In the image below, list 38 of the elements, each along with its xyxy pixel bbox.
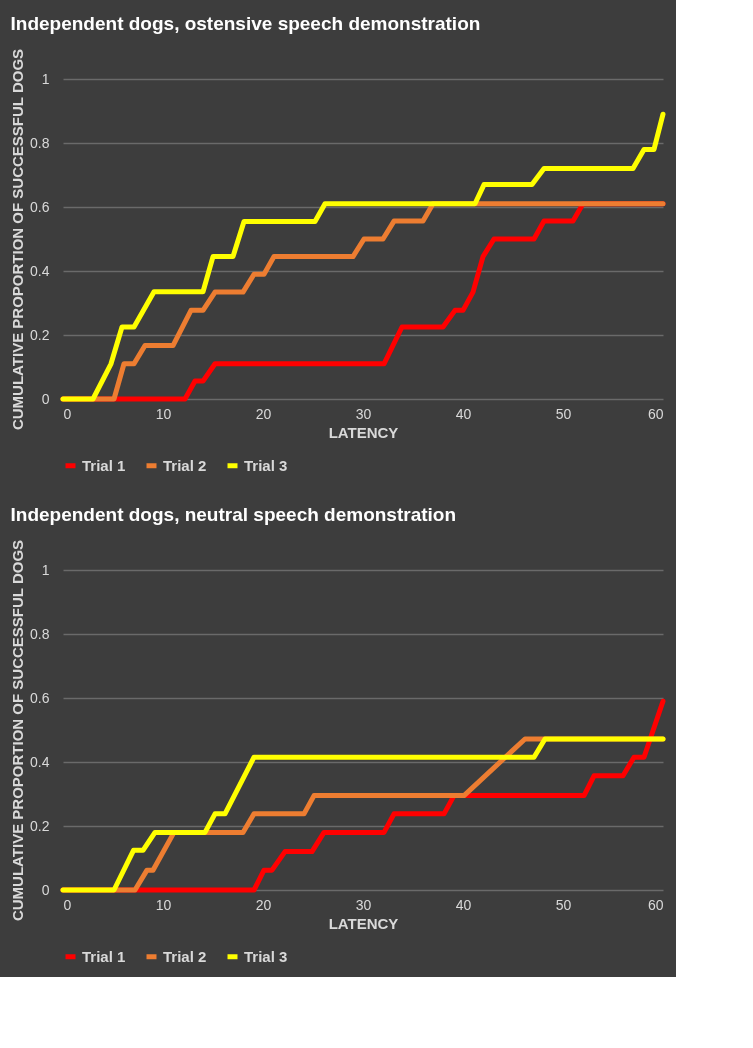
y-tick-label: 1 — [41, 561, 50, 578]
y-tick-label: 0.6 — [30, 198, 50, 215]
x-tick-label: 40 — [455, 896, 472, 913]
legend-label: Trial 2 — [163, 456, 207, 474]
y-tick-label: 0 — [41, 881, 50, 898]
legend-label: Trial 3 — [244, 456, 288, 474]
x-tick-label: 50 — [555, 896, 572, 913]
x-tick-label: 10 — [155, 896, 172, 913]
y-tick-label: 0.2 — [30, 817, 50, 834]
y-tick-label: 0.4 — [30, 753, 50, 770]
x-tick-label: 20 — [255, 405, 272, 422]
y-tick-label: 0 — [41, 390, 50, 407]
x-tick-label: 60 — [647, 405, 664, 422]
x-axis-title: LATENCY — [328, 914, 399, 932]
y-tick-label: 0.8 — [30, 134, 50, 151]
x-tick-label: 30 — [355, 405, 372, 422]
x-axis-title: LATENCY — [328, 423, 399, 441]
y-tick-label: 1 — [41, 70, 50, 87]
y-tick-label: 0.2 — [30, 326, 50, 343]
y-axis-title: CUMULATIVE PROPORTION OF SUCCESSFUL DOGS — [9, 539, 27, 922]
x-tick-label: 60 — [647, 896, 664, 913]
x-tick-label: 40 — [455, 405, 472, 422]
y-tick-label: 0.6 — [30, 689, 50, 706]
legend-label: Trial 1 — [82, 947, 126, 965]
y-axis-title: CUMULATIVE PROPORTION OF SUCCESSFUL DOGS — [9, 48, 27, 431]
x-tick-label: 20 — [255, 896, 272, 913]
y-tick-label: 0.4 — [30, 262, 50, 279]
x-tick-label: 30 — [355, 896, 372, 913]
x-tick-label: 10 — [155, 405, 172, 422]
legend-label: Trial 3 — [244, 947, 288, 965]
x-tick-label: 0 — [63, 896, 72, 913]
chart-title: Independent dogs, neutral speech demonstration — [10, 504, 457, 526]
legend-label: Trial 1 — [82, 456, 126, 474]
x-tick-label: 50 — [555, 405, 572, 422]
y-tick-label: 0.8 — [30, 625, 50, 642]
x-tick-label: 0 — [63, 405, 72, 422]
chart-title: Independent dogs, ostensive speech demonstration — [10, 13, 481, 35]
legend-label: Trial 2 — [163, 947, 207, 965]
